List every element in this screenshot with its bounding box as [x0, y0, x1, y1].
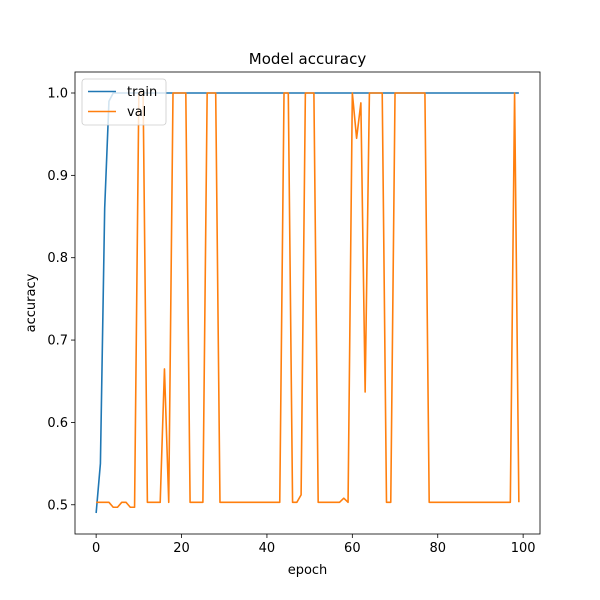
y-tick-label: 0.8 [47, 251, 68, 266]
data-lines [95, 92, 520, 514]
series-line-val [96, 92, 520, 509]
y-tick-label: 1.0 [47, 87, 68, 102]
x-axis-ticks: 0 20 40 60 80 100 [92, 534, 536, 556]
y-axis-label: accuracy [24, 273, 39, 332]
legend-label-val: val [127, 105, 146, 120]
x-tick-label: 20 [173, 541, 190, 556]
legend-label-train: train [127, 85, 157, 100]
x-axis-label: epoch [288, 563, 328, 578]
y-axis-ticks: 0.5 0.6 0.7 0.8 0.9 1.0 [47, 87, 75, 513]
x-tick-label: 40 [259, 541, 276, 556]
y-tick-label: 0.6 [47, 416, 68, 431]
x-tick-label: 80 [429, 541, 446, 556]
chart-title: Model accuracy [249, 50, 367, 68]
y-tick-label: 0.7 [47, 334, 68, 349]
y-tick-label: 0.9 [47, 169, 68, 184]
plot-area-frame [74, 71, 541, 535]
plot-area-background [75, 72, 540, 534]
legend-box [81, 78, 167, 126]
legend: train val [81, 78, 167, 126]
x-tick-label: 0 [92, 541, 100, 556]
y-tick-label: 0.5 [47, 498, 68, 513]
x-tick-label: 60 [344, 541, 361, 556]
x-tick-label: 100 [511, 541, 536, 556]
